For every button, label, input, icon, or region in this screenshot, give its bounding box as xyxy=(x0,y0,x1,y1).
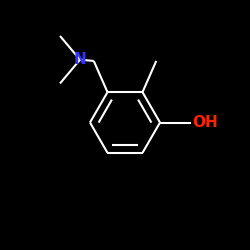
Text: N: N xyxy=(74,52,86,67)
Text: OH: OH xyxy=(192,115,218,130)
